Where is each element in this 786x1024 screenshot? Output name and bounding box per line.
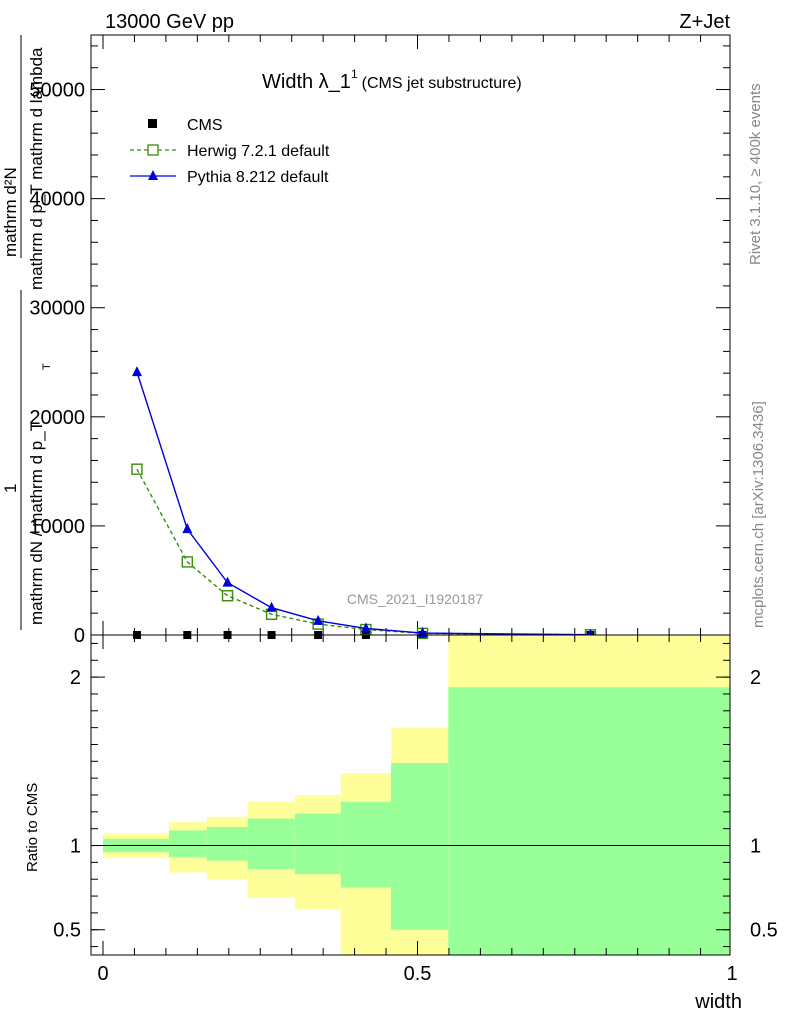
ratio-inner-band <box>391 763 449 930</box>
herwig-data-point <box>221 590 234 602</box>
ratio-y-tick-label: 1 <box>70 836 81 858</box>
chart-subtitle: (CMS jet substructure) <box>362 75 522 92</box>
y-label-frac-num: 1 <box>1 484 20 493</box>
main-y-tick-label: 10000 <box>29 516 85 538</box>
ratio-inner-band <box>206 827 248 861</box>
analysis-watermark: CMS_2021_I1920187 <box>347 591 483 607</box>
pythia-data-point <box>266 601 277 612</box>
rivet-label: Rivet 3.1.10, ≥ 400k events <box>747 83 764 265</box>
ratio-y-tick-label-right: 1 <box>750 836 761 858</box>
x-tick-label: 1 <box>726 963 737 985</box>
pythia-data-point <box>182 523 193 534</box>
x-axis-label: width <box>694 991 742 1013</box>
y-label-top: mathrm d²N <box>1 167 20 257</box>
main-y-ticks: 0 10000 20000 30000 40000 50000 <box>29 45 730 647</box>
ratio-y-tick-label-right: 2 <box>750 667 761 689</box>
ratio-inner-band <box>294 813 341 875</box>
ratio-y-label: Ratio to CMS <box>24 783 41 872</box>
chart-title-main: Width λ_1 <box>262 71 351 93</box>
pythia-data-point <box>360 622 371 633</box>
x-tick-label: 0.5 <box>404 963 432 985</box>
ratio-y-ticks: 0.5 0.5 1 1 2 2 <box>53 642 778 948</box>
ratio-inner-band <box>340 801 392 888</box>
series-line-2 <box>136 371 591 636</box>
ratio-x-ticks: 0 0.5 1 <box>97 635 738 985</box>
herwig-data-point <box>131 463 143 475</box>
main-y-tick-label: 50000 <box>29 80 85 102</box>
chart-title: Width λ_11 (CMS jet substructure) <box>262 67 522 93</box>
ratio-panel: 0.5 0.51 12 2 0 0.5 1 Ratio to CMS width <box>24 634 778 1013</box>
main-y-tick-label: 20000 <box>29 407 85 429</box>
pythia-data-point <box>131 366 142 377</box>
chart-title-sup: 1 <box>351 67 358 81</box>
process-label: Z+Jet <box>679 11 730 33</box>
y-label-top-den: mathrm d p_T mathrm d lambda <box>27 47 46 290</box>
y-label-sub: T <box>41 363 53 370</box>
legend-cms-label: CMS <box>187 117 223 134</box>
legend-herwig-label: Herwig 7.2.1 default <box>187 143 330 160</box>
ratio-y-tick-label: 0.5 <box>53 920 81 942</box>
legend-cms-marker <box>148 119 157 128</box>
legend: CMS Herwig 7.2.1 default Pythia 8.212 de… <box>130 117 330 186</box>
legend-pythia-label: Pythia 8.212 default <box>187 169 329 186</box>
ratio-inner-band <box>247 818 295 870</box>
energy-label: 13000 GeV pp <box>105 11 234 33</box>
ratio-y-tick-label: 2 <box>70 667 81 689</box>
legend-herwig-marker <box>147 144 159 156</box>
ratio-inner-band <box>169 830 207 858</box>
pythia-data-point <box>313 614 324 625</box>
pythia-data-point <box>222 576 233 587</box>
y-label-frac-den: mathrm dN / mathrm d p_T <box>27 421 46 625</box>
series-line-1 <box>136 468 591 636</box>
main-y-tick-label: 30000 <box>29 298 85 320</box>
legend-pythia-marker <box>148 170 158 180</box>
ratio-inner-band <box>448 687 730 955</box>
main-y-tick-label: 40000 <box>29 189 85 211</box>
herwig-data-point <box>181 556 193 568</box>
main-y-label: mathrm d²N mathrm d p_T mathrm d lambda … <box>1 35 53 630</box>
x-tick-label: 0 <box>97 963 108 985</box>
main-y-tick-label: 0 <box>74 625 85 647</box>
mcplots-label: mcplots.cern.ch [arXiv:1306.3436] <box>750 401 767 628</box>
ratio-bands <box>103 635 730 955</box>
ratio-y-tick-label-right: 0.5 <box>750 920 778 942</box>
